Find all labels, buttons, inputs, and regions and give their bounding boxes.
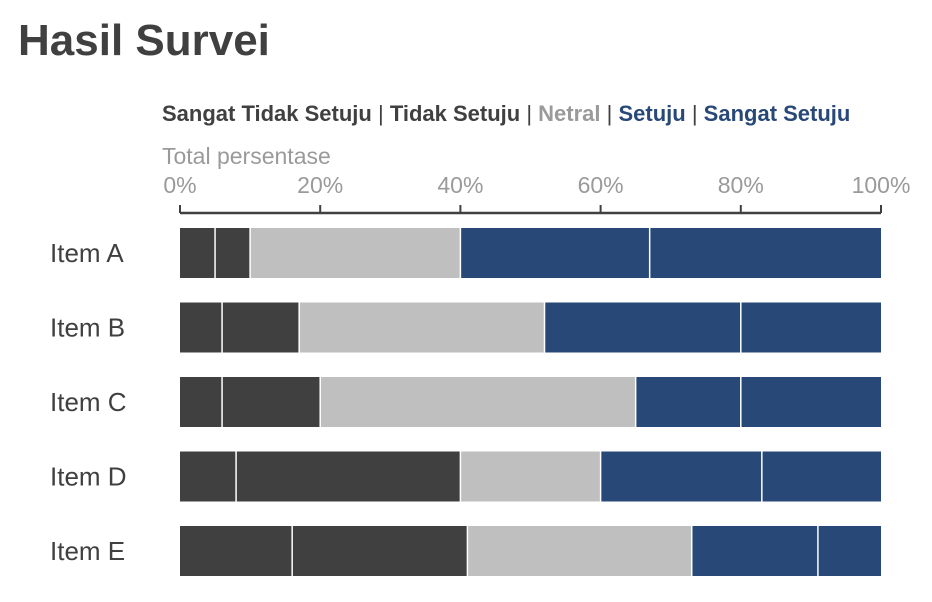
- bar-segment: [817, 526, 881, 576]
- bar-segment: [460, 228, 650, 278]
- category-labels: Item A Item B Item C Item D Item E: [50, 238, 127, 566]
- category-label: Item E: [50, 536, 125, 566]
- x-tick-label: 100%: [852, 172, 911, 198]
- bar-segment: [180, 228, 216, 278]
- x-axis-title: Total persentase: [162, 143, 331, 169]
- bar-segment: [320, 377, 636, 427]
- legend-item: Netral: [538, 101, 600, 126]
- bar-segment: [180, 451, 237, 502]
- bar-segment: [222, 377, 321, 427]
- bar-segment: [740, 377, 881, 427]
- category-label: Item A: [50, 238, 124, 268]
- legend-item: Sangat Tidak Setuju: [162, 101, 372, 126]
- bar-segment: [460, 451, 601, 502]
- bar-segment: [600, 451, 762, 502]
- category-label: Item C: [50, 387, 127, 417]
- legend-separator: |: [520, 101, 538, 126]
- bar-segment: [215, 228, 251, 278]
- x-tick-label: 80%: [718, 172, 764, 198]
- legend-separator: |: [601, 101, 619, 126]
- bar-segment: [635, 377, 741, 427]
- bar-segment: [649, 228, 881, 278]
- bar-segment: [691, 526, 818, 576]
- legend-item: Setuju: [618, 101, 685, 126]
- bar-segment: [180, 526, 293, 576]
- category-label: Item D: [50, 462, 127, 492]
- bars-area: [180, 228, 881, 576]
- legend-item: Tidak Setuju: [390, 101, 520, 126]
- x-axis: 0% 20% 40% 60% 80% 100%: [163, 172, 911, 215]
- category-label: Item B: [50, 313, 125, 343]
- bar-segment: [740, 302, 881, 353]
- x-tick-label: 40%: [437, 172, 483, 198]
- legend-separator: |: [686, 101, 704, 126]
- bar-segment: [299, 302, 545, 353]
- bar-segment: [180, 377, 223, 427]
- x-tick-label: 20%: [297, 172, 343, 198]
- x-tick-label: 60%: [578, 172, 624, 198]
- bar-segment: [761, 451, 881, 502]
- chart-title: Hasil Survei: [18, 16, 270, 65]
- legend-item: Sangat Setuju: [704, 101, 851, 126]
- bar-segment: [544, 302, 741, 353]
- bar-segment: [292, 526, 468, 576]
- bar-segment: [236, 451, 461, 502]
- bar-segment: [222, 302, 300, 353]
- bar-segment: [250, 228, 461, 278]
- bar-segment: [467, 526, 692, 576]
- bar-segment: [180, 302, 223, 353]
- legend-separator: |: [372, 101, 390, 126]
- x-tick-label: 0%: [163, 172, 196, 198]
- legend: Sangat Tidak Setuju | Tidak Setuju | Net…: [162, 101, 850, 126]
